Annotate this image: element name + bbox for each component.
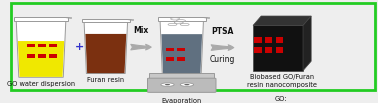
Bar [27, 54, 35, 58]
Bar [177, 48, 186, 51]
FancyBboxPatch shape [147, 78, 216, 92]
Polygon shape [84, 21, 128, 74]
Bar [49, 54, 57, 58]
Polygon shape [126, 19, 133, 20]
Circle shape [180, 83, 194, 86]
Polygon shape [85, 34, 126, 73]
Bar [27, 44, 35, 47]
Bar [38, 54, 46, 58]
Text: GO:: GO: [275, 96, 287, 102]
Text: Evaporation: Evaporation [162, 98, 202, 103]
Text: PTSA: PTSA [211, 27, 234, 36]
Bar [14, 17, 68, 20]
Bar [276, 47, 283, 53]
Bar [265, 37, 273, 43]
Bar [253, 25, 303, 71]
Bar [82, 19, 130, 22]
Polygon shape [201, 17, 209, 18]
Bar [287, 97, 297, 101]
Bar [177, 57, 186, 61]
Text: Furan resin: Furan resin [87, 77, 124, 83]
Bar [254, 47, 262, 53]
Polygon shape [161, 34, 202, 73]
Bar [276, 37, 283, 43]
Text: GO water dispersion: GO water dispersion [7, 81, 75, 87]
Bar [166, 48, 174, 51]
Polygon shape [64, 17, 71, 18]
Bar [149, 74, 214, 79]
Text: Curing: Curing [210, 55, 235, 64]
Bar [166, 57, 174, 61]
Text: +: + [75, 42, 85, 52]
Circle shape [161, 83, 174, 86]
Text: Biobased GO/Furan
resin nanocomposite: Biobased GO/Furan resin nanocomposite [247, 74, 317, 88]
Polygon shape [16, 19, 66, 77]
Bar [38, 44, 46, 47]
Bar [265, 47, 273, 53]
Bar [254, 37, 262, 43]
Bar [49, 44, 57, 47]
Polygon shape [18, 41, 64, 77]
Polygon shape [253, 16, 311, 25]
Polygon shape [303, 16, 311, 71]
Polygon shape [160, 19, 203, 74]
Circle shape [165, 84, 170, 85]
Text: Mix: Mix [133, 26, 149, 35]
Circle shape [184, 84, 190, 85]
Bar [158, 17, 206, 20]
